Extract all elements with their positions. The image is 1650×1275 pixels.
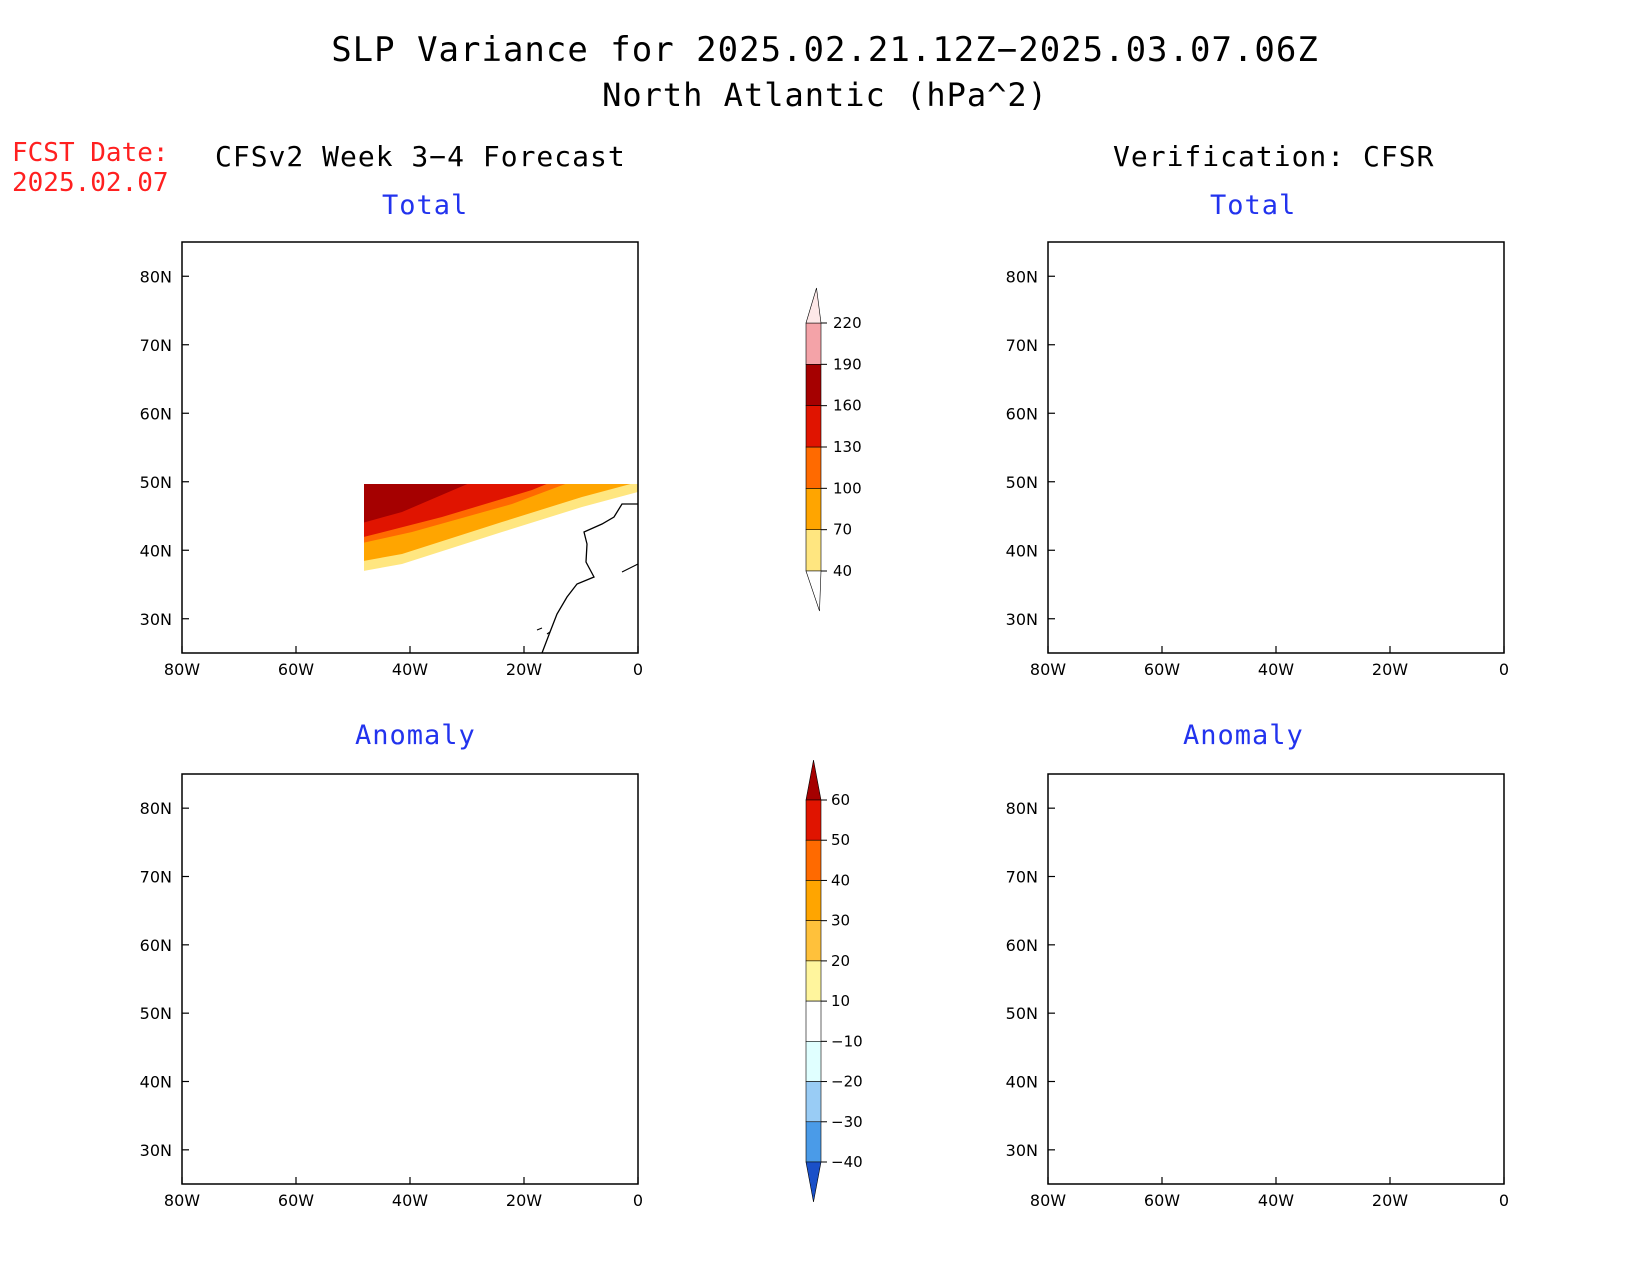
colorbar-label: 130 — [833, 438, 862, 456]
lat-tick-label: 70N — [1006, 868, 1038, 887]
axes-layer: 80N 70N 60N 50N 40N 30N 80W 60W 40W 20W 0 80N 70N 60N… — [140, 267, 1509, 1210]
lon-tick-label: 20W — [506, 1191, 542, 1210]
lat-tick-label: 30N — [140, 1141, 172, 1160]
colorbar-label: 10 — [831, 992, 850, 1010]
lon-tick-label: 0 — [633, 1191, 643, 1210]
verification-column-title: Verification: CFSR — [1113, 140, 1435, 173]
colorbar-bin — [805, 880, 822, 921]
lat-tick-label: 30N — [1006, 610, 1038, 629]
lon-tick-label: 80W — [1030, 660, 1066, 679]
colorbar-label: 220 — [833, 314, 862, 332]
lon-tick-label: 80W — [164, 1191, 200, 1210]
lat-tick-label: 50N — [1006, 1004, 1038, 1023]
colorbar-bin — [805, 364, 822, 406]
colorbar-bottom-arrow — [805, 570, 822, 612]
colorbar-bin — [805, 446, 822, 489]
sub-title: North Atlantic (hPa^2) — [602, 76, 1048, 114]
verification-total-title: Total — [1210, 190, 1297, 221]
lon-tick-label: 0 — [633, 660, 643, 679]
colorbar-label: 160 — [833, 397, 862, 415]
lat-tick-label: 50N — [140, 1004, 172, 1023]
lat-tick-label: 80N — [1006, 267, 1038, 286]
forecast-anomaly-title: Anomaly — [355, 720, 476, 751]
lon-tick-label: 40W — [1258, 660, 1294, 679]
lat-tick-label: 40N — [1006, 1073, 1038, 1092]
forecast-anomaly-map — [181, 773, 639, 1185]
lat-tick-label: 50N — [1006, 473, 1038, 492]
lon-tick-label: 40W — [1258, 1191, 1294, 1210]
colorbar-label: 20 — [831, 952, 850, 970]
colorbar-label: 100 — [833, 479, 862, 497]
lon-tick-label: 20W — [1372, 660, 1408, 679]
lat-tick-label: 50N — [140, 473, 172, 492]
colorbar-label: 70 — [833, 521, 852, 539]
lat-tick-label: 80N — [140, 267, 172, 286]
lat-tick-label: 40N — [140, 1073, 172, 1092]
fcst-date-heading: FCST Date: — [12, 138, 169, 168]
colorbar-bin — [805, 322, 822, 365]
lon-tick-label: 60W — [278, 1191, 314, 1210]
colorbar-bin — [805, 920, 822, 962]
total-colorbar: 40 70 100 130 160 190 220 — [805, 287, 862, 612]
colorbar-bin — [805, 529, 822, 572]
forecast-total-title: Total — [382, 190, 469, 221]
lon-tick-label: 20W — [1372, 1191, 1408, 1210]
colorbar-bin — [805, 1041, 822, 1082]
lat-tick-label: 40N — [140, 541, 172, 560]
colorbar-label: −40 — [831, 1153, 863, 1171]
colorbar-bin — [805, 1081, 822, 1123]
colorbar-bin — [805, 839, 822, 881]
lat-tick-label: 30N — [140, 610, 172, 629]
colorbar-label: −20 — [831, 1073, 863, 1091]
colorbar-label: 30 — [831, 912, 850, 930]
colorbar-top-arrow — [805, 287, 822, 324]
lat-tick-label: 70N — [1006, 336, 1038, 355]
lat-tick-label: 80N — [140, 799, 172, 818]
fcst-date-value: 2025.02.07 — [12, 168, 169, 198]
lon-tick-label: 60W — [1144, 1191, 1180, 1210]
lon-tick-label: 60W — [1144, 660, 1180, 679]
lat-tick-label: 40N — [1006, 541, 1038, 560]
verification-anomaly-map — [1047, 773, 1505, 1185]
colorbar-label: −30 — [831, 1113, 863, 1131]
lat-tick-label: 80N — [1006, 799, 1038, 818]
colorbar-bin — [805, 488, 822, 530]
lon-tick-label: 20W — [506, 660, 542, 679]
colorbar-bottom-arrow — [805, 1161, 822, 1203]
lat-tick-label: 60N — [1006, 936, 1038, 955]
lon-tick-label: 0 — [1499, 1191, 1509, 1210]
verification-anomaly-title: Anomaly — [1183, 720, 1304, 751]
lon-tick-label: 40W — [392, 660, 428, 679]
colorbar-bin — [805, 405, 822, 448]
colorbar-bin — [805, 1000, 822, 1042]
lat-tick-label: 60N — [140, 936, 172, 955]
colorbar-label: 190 — [833, 355, 862, 373]
lon-tick-label: 40W — [392, 1191, 428, 1210]
colorbar-bin — [805, 1121, 822, 1163]
lon-tick-label: 60W — [278, 660, 314, 679]
forecast-column-title: CFSv2 Week 3−4 Forecast — [215, 140, 626, 173]
fcst-date-label: FCST Date: 2025.02.07 — [12, 138, 169, 198]
forecast-total-map — [181, 241, 639, 654]
colorbar-label: 40 — [833, 562, 852, 580]
colorbar-label: 60 — [831, 791, 850, 809]
colorbar-bin — [805, 799, 822, 841]
lon-tick-label: 80W — [164, 660, 200, 679]
verification-total-map — [1047, 241, 1505, 654]
lat-tick-label: 70N — [140, 868, 172, 887]
colorbar-label: 40 — [831, 871, 850, 889]
lon-tick-label: 80W — [1030, 1191, 1066, 1210]
colorbar-label: 50 — [831, 831, 850, 849]
lon-tick-label: 0 — [1499, 660, 1509, 679]
lat-tick-label: 70N — [140, 336, 172, 355]
lat-tick-label: 60N — [1006, 404, 1038, 423]
colorbar-label: −10 — [831, 1032, 863, 1050]
anomaly-colorbar: 60 50 40 30 20 10 −10 −20 −30 −40 — [805, 759, 863, 1203]
lat-tick-label: 60N — [140, 404, 172, 423]
lat-tick-label: 30N — [1006, 1141, 1038, 1160]
colorbar-top-arrow — [805, 759, 822, 801]
main-title: SLP Variance for 2025.02.21.12Z−2025.03.… — [331, 30, 1319, 70]
colorbar-bin — [805, 960, 822, 1002]
